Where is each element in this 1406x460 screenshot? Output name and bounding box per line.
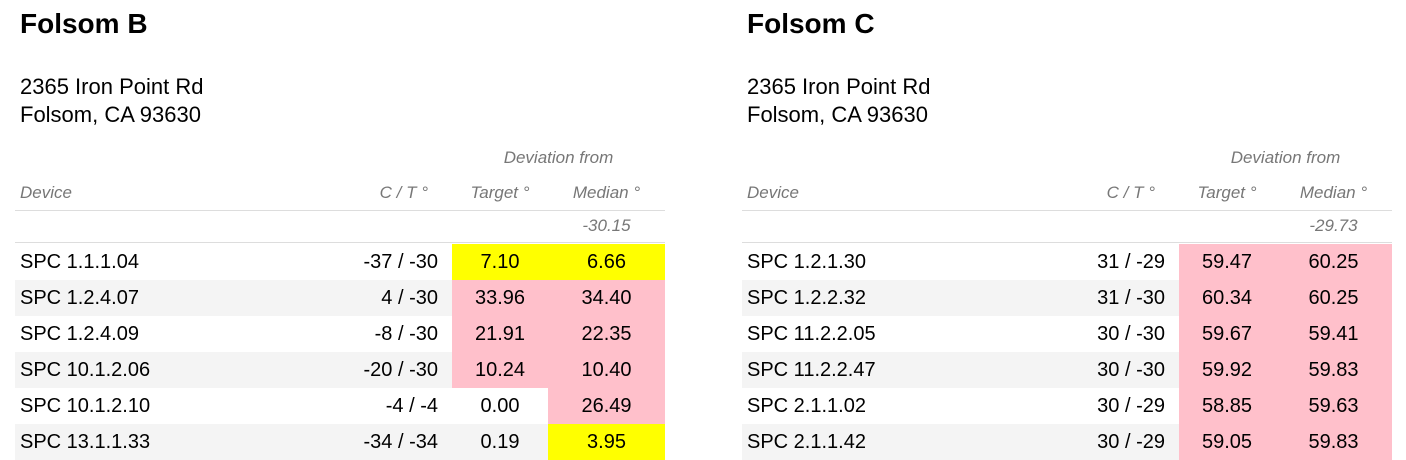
table-cell: 6.66: [548, 244, 665, 280]
table-cell: 30 / -29: [1097, 395, 1165, 417]
table-cell: 3.95: [548, 424, 665, 460]
table-cell: 10.24: [452, 352, 548, 388]
address-line: 2365 Iron Point Rd: [747, 74, 931, 99]
table-row: SPC 11.2.2.05 30 / -30 59.67 59.41: [742, 316, 1392, 352]
table-cell: 31 / -29: [1097, 251, 1165, 273]
table-cell: SPC 2.1.1.42: [747, 431, 866, 453]
divider: [15, 242, 665, 243]
table-cell: -34 / -34: [363, 431, 438, 453]
panel-title: Folsom C: [747, 8, 875, 39]
table-row: SPC 1.2.4.09 -8 / -30 21.91 22.35: [15, 316, 665, 352]
table-cell: 30 / -30: [1097, 323, 1165, 345]
table-cell: 59.92: [1179, 352, 1275, 388]
table-row: SPC 1.1.1.04 -37 / -30 7.10 6.66: [15, 244, 665, 280]
column-header: C / T °: [379, 183, 428, 202]
median-reference: -30.15: [582, 216, 631, 235]
address-line: Folsom, CA 93630: [20, 102, 201, 127]
column-header: Target °: [470, 183, 530, 202]
table-cell: SPC 1.1.1.04: [20, 251, 139, 273]
table-cell: 30 / -30: [1097, 359, 1165, 381]
column-header: C / T °: [1106, 183, 1155, 202]
table-cell: 60.34: [1179, 280, 1275, 316]
table-cell: 60.25: [1275, 280, 1392, 316]
table-cell: 59.47: [1179, 244, 1275, 280]
table-cell: SPC 1.2.2.32: [747, 287, 866, 309]
table-cell: 59.67: [1179, 316, 1275, 352]
table-cell: 31 / -30: [1097, 287, 1165, 309]
table-cell: -20 / -30: [363, 359, 438, 381]
column-header: Device: [747, 183, 799, 202]
table-cell: 0.00: [480, 395, 520, 417]
table-row: SPC 1.2.2.32 31 / -30 60.34 60.25: [742, 280, 1392, 316]
panel: Folsom B 2365 Iron Point Rd Folsom, CA 936…: [15, 0, 675, 460]
divider: [742, 210, 1392, 211]
table-cell: -4 / -4: [385, 395, 438, 417]
table-cell: 59.83: [1275, 352, 1392, 388]
column-header: Target °: [1197, 183, 1257, 202]
table-cell: 10.40: [548, 352, 665, 388]
table-cell: 58.85: [1179, 388, 1275, 424]
table-cell: 22.35: [548, 316, 665, 352]
divider: [742, 242, 1392, 243]
table-cell: 59.63: [1275, 388, 1392, 424]
table-cell: SPC 10.1.2.10: [20, 395, 151, 417]
divider: [15, 210, 665, 211]
column-header: Median °: [572, 183, 641, 202]
table-cell: 59.83: [1275, 424, 1392, 460]
table-cell: 0.19: [480, 431, 520, 453]
address-line: 2365 Iron Point Rd: [20, 74, 204, 99]
table-cell: SPC 10.1.2.06: [20, 359, 151, 381]
table-row: SPC 1.2.4.07 4 / -30 33.96 34.40: [15, 280, 665, 316]
table-row: SPC 1.2.1.30 31 / -29 59.47 60.25: [742, 244, 1392, 280]
column-header: Median °: [1299, 183, 1368, 202]
table-cell: 34.40: [548, 280, 665, 316]
table-cell: -37 / -30: [363, 251, 438, 273]
table-cell: 59.41: [1275, 316, 1392, 352]
panel-title: Folsom B: [20, 8, 148, 39]
table-cell: SPC 1.2.4.07: [20, 287, 139, 309]
table-cell: 4 / -30: [381, 287, 438, 309]
column-header: Device: [20, 183, 72, 202]
table-cell: 21.91: [452, 316, 548, 352]
table-row: SPC 13.1.1.33 -34 / -34 0.19 3.95: [15, 424, 665, 460]
table-cell: SPC 13.1.1.33: [20, 431, 151, 453]
table-row: SPC 2.1.1.02 30 / -29 58.85 59.63: [742, 388, 1392, 424]
table-row: SPC 2.1.1.42 30 / -29 59.05 59.83: [742, 424, 1392, 460]
table-cell: SPC 11.2.2.47: [747, 359, 876, 381]
table-row: SPC 11.2.2.47 30 / -30 59.92 59.83: [742, 352, 1392, 388]
table-cell: 59.05: [1179, 424, 1275, 460]
table-cell: SPC 2.1.1.02: [747, 395, 866, 417]
address-line: Folsom, CA 93630: [747, 102, 928, 127]
table-cell: 30 / -29: [1097, 431, 1165, 453]
table-cell: SPC 1.2.4.09: [20, 323, 139, 345]
table-row: SPC 10.1.2.10 -4 / -4 0.00 26.49: [15, 388, 665, 424]
table-cell: 7.10: [452, 244, 548, 280]
table-cell: 60.25: [1275, 244, 1392, 280]
table-cell: 26.49: [548, 388, 665, 424]
table-cell: -8 / -30: [374, 323, 438, 345]
table-row: SPC 10.1.2.06 -20 / -30 10.24 10.40: [15, 352, 665, 388]
table-cell: SPC 11.2.2.05: [747, 323, 876, 345]
median-reference: -29.73: [1309, 216, 1358, 235]
table-cell: SPC 1.2.1.30: [747, 251, 866, 273]
panel: Folsom C 2365 Iron Point Rd Folsom, CA 936…: [742, 0, 1402, 460]
table-cell: 33.96: [452, 280, 548, 316]
group-header: Deviation from: [1230, 148, 1341, 167]
group-header: Deviation from: [503, 148, 614, 167]
